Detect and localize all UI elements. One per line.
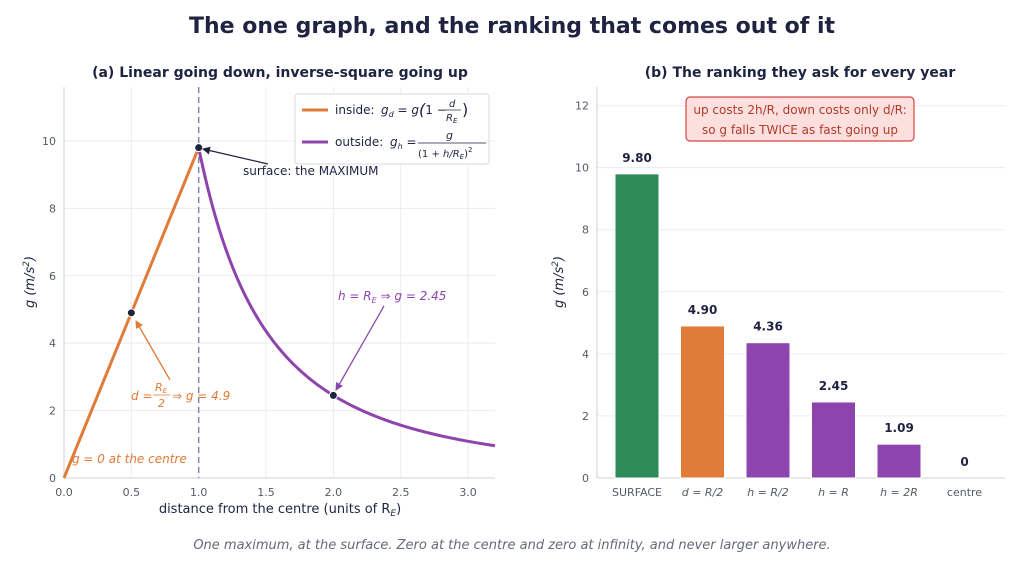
y-tick-label: 10	[575, 162, 589, 175]
bar-value-label: 2.45	[819, 379, 849, 393]
surface-arrow	[202, 146, 269, 165]
d-half-annotation: d = RE 2 ⇒ g = 4.9	[131, 381, 230, 410]
svg-text:): )	[462, 100, 468, 119]
svg-text:d: d	[449, 99, 456, 110]
x-category-label: h = R/2	[747, 486, 789, 499]
ranking-note: up costs 2h/R, down costs only d/R: so g…	[685, 96, 915, 142]
legend-inside-formula: gd = g(1 − d RE )	[381, 99, 468, 125]
bar-chart-title: (b) The ranking they ask for every year	[645, 65, 956, 81]
h-equals-r-arrow	[335, 305, 385, 391]
y-tick-label: 2	[582, 410, 589, 423]
x-tick-label: 1.0	[190, 486, 208, 499]
svg-text:g: g	[446, 129, 453, 142]
bar-value-label: 9.80	[622, 151, 652, 165]
line-chart-xlabel: distance from the centre (units of RE)	[159, 502, 401, 519]
bar-value-label: 4.90	[688, 303, 718, 317]
x-tick-label: 2.0	[325, 486, 343, 499]
bar-value-label: 4.36	[753, 320, 783, 334]
svg-text:d =: d =	[131, 389, 153, 403]
line-chart-legend: inside: gd = g(1 − d RE ) outside: gh = …	[294, 93, 490, 165]
data-point	[126, 308, 136, 318]
x-tick-label: 2.5	[392, 486, 410, 499]
surface-annotation: surface: the MAXIMUM	[243, 164, 379, 178]
svg-text:⇒ g = 4.9: ⇒ g = 4.9	[172, 389, 230, 403]
x-category-label: h = R	[818, 486, 849, 499]
bar	[876, 443, 922, 479]
bar	[614, 173, 660, 479]
y-tick-label: 10	[42, 135, 56, 148]
line-chart-ticks: 0.0 0.5 1.0 1.5 2.0 2.5 3.0 0 2 4 6 8 10	[42, 135, 477, 499]
legend-outside-label: outside:	[335, 135, 383, 149]
svg-text:gd = g(1 −: gd = g(1 −	[381, 100, 447, 119]
legend-outside-formula: gh = g (1 + h/RE)2	[390, 129, 486, 161]
bar	[811, 401, 856, 479]
line-chart-title: (a) Linear going down, inverse-square go…	[92, 65, 468, 81]
h-equals-r-annotation: h = RE ⇒ g = 2.45	[338, 289, 446, 305]
bar	[745, 342, 791, 479]
note-line-2: so g falls TWICE as fast going up	[702, 123, 898, 137]
d-half-arrow	[135, 320, 171, 381]
y-tick-label: 0	[49, 472, 56, 485]
y-tick-label: 8	[49, 202, 56, 215]
figure-title: The one graph, and the ranking that come…	[188, 14, 836, 39]
x-tick-label: 0.5	[123, 486, 141, 499]
y-tick-label: 6	[49, 270, 56, 283]
legend-inside-label: inside:	[335, 103, 375, 117]
y-tick-label: 4	[582, 348, 589, 361]
x-category-label: centre	[947, 486, 982, 499]
y-tick-label: 6	[582, 286, 589, 299]
bar-value-label: 1.09	[884, 421, 914, 435]
svg-text:RE: RE	[446, 113, 458, 125]
x-tick-label: 1.5	[257, 486, 275, 499]
svg-text:RE: RE	[155, 381, 168, 395]
bar-chart-bars: 9.80 SURFACE 4.90 d = R/2 4.36 h = R/2 2.45 h =…	[612, 151, 982, 499]
data-point	[328, 390, 338, 400]
bar-value-label: 0	[960, 455, 968, 469]
x-tick-label: 3.0	[459, 486, 477, 499]
figure-caption: One maximum, at the surface. Zero at the…	[193, 538, 831, 553]
svg-text:2: 2	[158, 397, 165, 410]
bar-chart-ylabel: g (m/s2)	[551, 256, 567, 308]
outside-series-line	[197, 147, 496, 448]
data-point	[194, 143, 204, 153]
y-tick-label: 12	[575, 100, 589, 113]
x-category-label: SURFACE	[612, 486, 662, 499]
bar-chart-ticks: 0 2 4 6 8 10 12	[575, 100, 589, 485]
line-chart-ylabel: g (m/s2)	[22, 256, 38, 308]
y-tick-label: 8	[582, 224, 589, 237]
svg-text:gh =: gh =	[390, 135, 417, 151]
x-category-label: h = 2R	[880, 486, 918, 499]
y-tick-label: 2	[49, 405, 56, 418]
y-tick-label: 0	[582, 472, 589, 485]
y-tick-label: 4	[49, 337, 56, 350]
svg-text:(1 + h/RE)2: (1 + h/RE)2	[418, 146, 472, 161]
x-category-label: d = R/2	[682, 486, 724, 499]
bar	[680, 325, 725, 479]
x-tick-label: 0.0	[55, 486, 73, 499]
centre-annotation: g = 0 at the centre	[72, 452, 187, 466]
note-line-1: up costs 2h/R, down costs only d/R:	[693, 103, 906, 117]
